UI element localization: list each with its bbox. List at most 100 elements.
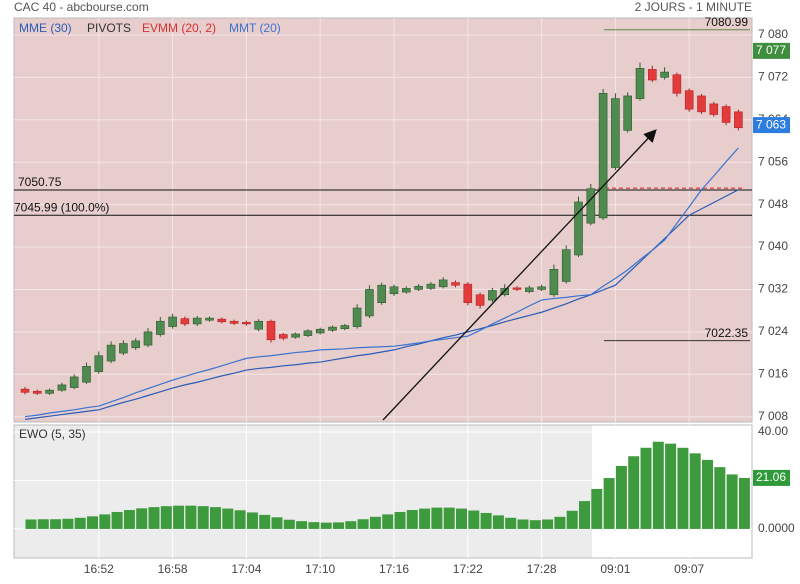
bar [702, 459, 713, 529]
candle-body [32, 390, 42, 394]
bar [419, 508, 431, 529]
candle-body [278, 334, 288, 339]
bar [345, 521, 357, 529]
chart-title: CAC 40 - abcbourse.com [14, 0, 149, 14]
candle-body [57, 384, 67, 391]
candle-body [647, 69, 657, 81]
bar [173, 505, 185, 529]
bar [259, 514, 271, 529]
x-tick-label: 16:52 [84, 562, 114, 576]
y-tick-label: 7 048 [758, 197, 788, 211]
bar [689, 453, 701, 529]
bar [50, 519, 62, 529]
candle-body [734, 111, 743, 129]
y-tick-label: 40.00 [758, 424, 788, 438]
bar [234, 510, 246, 529]
candle-body [549, 269, 559, 296]
candle-body [156, 320, 165, 335]
candle-body [561, 249, 571, 282]
candle-body [20, 388, 30, 393]
legend-mme: MME (30) [19, 21, 72, 35]
bar [369, 516, 381, 529]
candle-body [438, 279, 448, 288]
candle-body [365, 289, 374, 317]
y-tick-label: 7 008 [758, 409, 788, 423]
bar [382, 514, 394, 529]
price-marker [753, 42, 790, 59]
candle-body [623, 95, 633, 131]
ewo-panel-past [14, 425, 592, 558]
ewo-panel-border [13, 424, 753, 559]
bar [652, 441, 664, 529]
pivot-label: 7022.35 [705, 326, 749, 340]
bar [640, 447, 652, 529]
grid [14, 18, 752, 558]
bar [210, 507, 221, 529]
x-tick-label: 17:16 [379, 562, 409, 576]
bar [529, 520, 541, 529]
bar [123, 510, 135, 529]
candle-body [242, 322, 251, 325]
bar [222, 508, 234, 529]
ma-line [24, 147, 739, 418]
x-tick-label: 17:10 [305, 562, 335, 576]
bar [480, 512, 492, 529]
y-tick-label: 7 072 [758, 70, 788, 84]
pivot-label: 7080.99 [705, 15, 749, 29]
bar [456, 508, 467, 529]
bar [517, 519, 529, 529]
bar [37, 519, 49, 529]
candle-body [168, 316, 177, 327]
candle-body [451, 282, 460, 286]
candle-body [119, 343, 128, 354]
bar [320, 522, 332, 529]
bar [136, 508, 148, 529]
candle-body [69, 376, 79, 388]
ewo-title: EWO (5, 35) [19, 427, 86, 441]
candle-body [709, 103, 719, 115]
bar [111, 511, 123, 529]
last-value-label: 21.06 [756, 470, 786, 484]
x-tick-label: 09:01 [600, 562, 630, 576]
x-tick-label: 17:04 [231, 562, 261, 576]
bar [714, 467, 726, 529]
overlays [14, 29, 752, 420]
candle-body [377, 284, 387, 304]
candle-body [328, 326, 337, 331]
candle-body [537, 286, 546, 290]
bar [160, 506, 172, 529]
candle-body [143, 331, 153, 346]
candle-body [426, 283, 436, 289]
candle-body [475, 294, 485, 306]
legend-mmt: MMT (20) [229, 21, 281, 35]
candle-body [574, 201, 583, 256]
candle-body [340, 325, 350, 329]
candle-body [684, 90, 694, 110]
bar [406, 510, 418, 529]
last-value-marker [753, 469, 790, 486]
bar [394, 511, 406, 529]
bar [665, 443, 677, 529]
bar [333, 522, 344, 529]
y-tick-label: 7 032 [758, 282, 788, 296]
candle-body [82, 366, 91, 383]
x-tick-label: 16:58 [158, 562, 188, 576]
candle-body [414, 285, 423, 290]
candle-body [45, 389, 54, 394]
bar [468, 510, 480, 529]
candle-body [192, 317, 202, 325]
bar [283, 519, 295, 529]
price-marker-label: 7 077 [756, 43, 786, 57]
candle-body [106, 344, 116, 362]
candle-body [598, 92, 608, 219]
candle-body [660, 71, 669, 78]
y-tick-label: 7 024 [758, 324, 788, 338]
candle-body [254, 320, 263, 330]
candle-body [697, 95, 706, 113]
x-tick-label: 17:28 [527, 562, 557, 576]
x-tick-label: 17:22 [453, 562, 483, 576]
y-tick-label: 7 040 [758, 239, 788, 253]
candle-body [488, 290, 497, 301]
